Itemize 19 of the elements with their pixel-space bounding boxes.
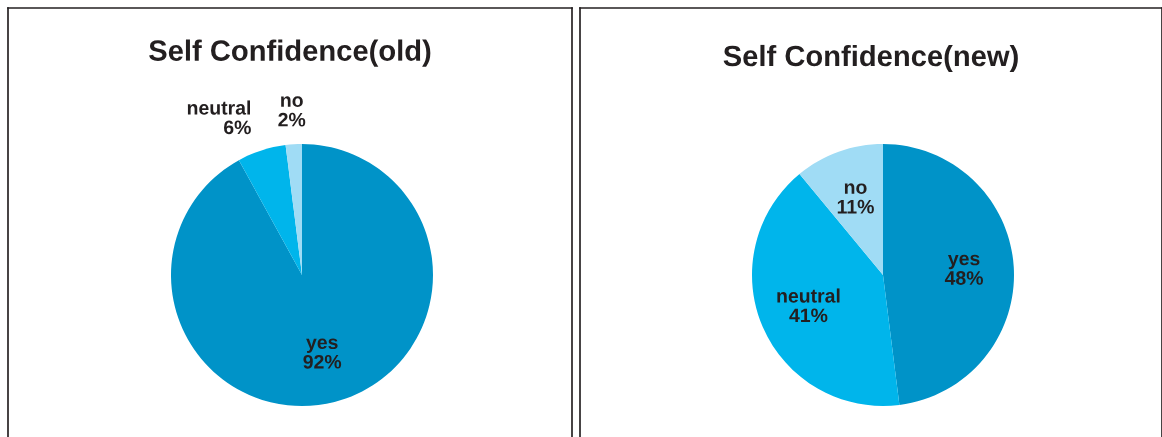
data-label: 92% [303,354,342,369]
pie-slice [883,144,1014,405]
slice-label: yes [306,338,338,353]
chart-title: Self Confidence(new) [723,44,1018,73]
chart-title: Self Confidence(old) [149,39,431,67]
slice-label: no [281,96,303,108]
data-label: 11% [837,199,874,214]
pie-slice [238,145,302,275]
data-label: 6% [224,120,251,135]
slice-label: no [844,183,867,195]
slice-label: neutral [777,288,840,303]
pie-slice [752,174,900,406]
pie-slice [799,144,883,275]
data-label: 48% [944,271,984,285]
slice-label: yes [947,254,980,270]
data-label: 41% [789,308,828,323]
pie-slice [171,144,433,406]
data-label: 2% [278,112,306,127]
slice-label: neutral [187,100,251,115]
